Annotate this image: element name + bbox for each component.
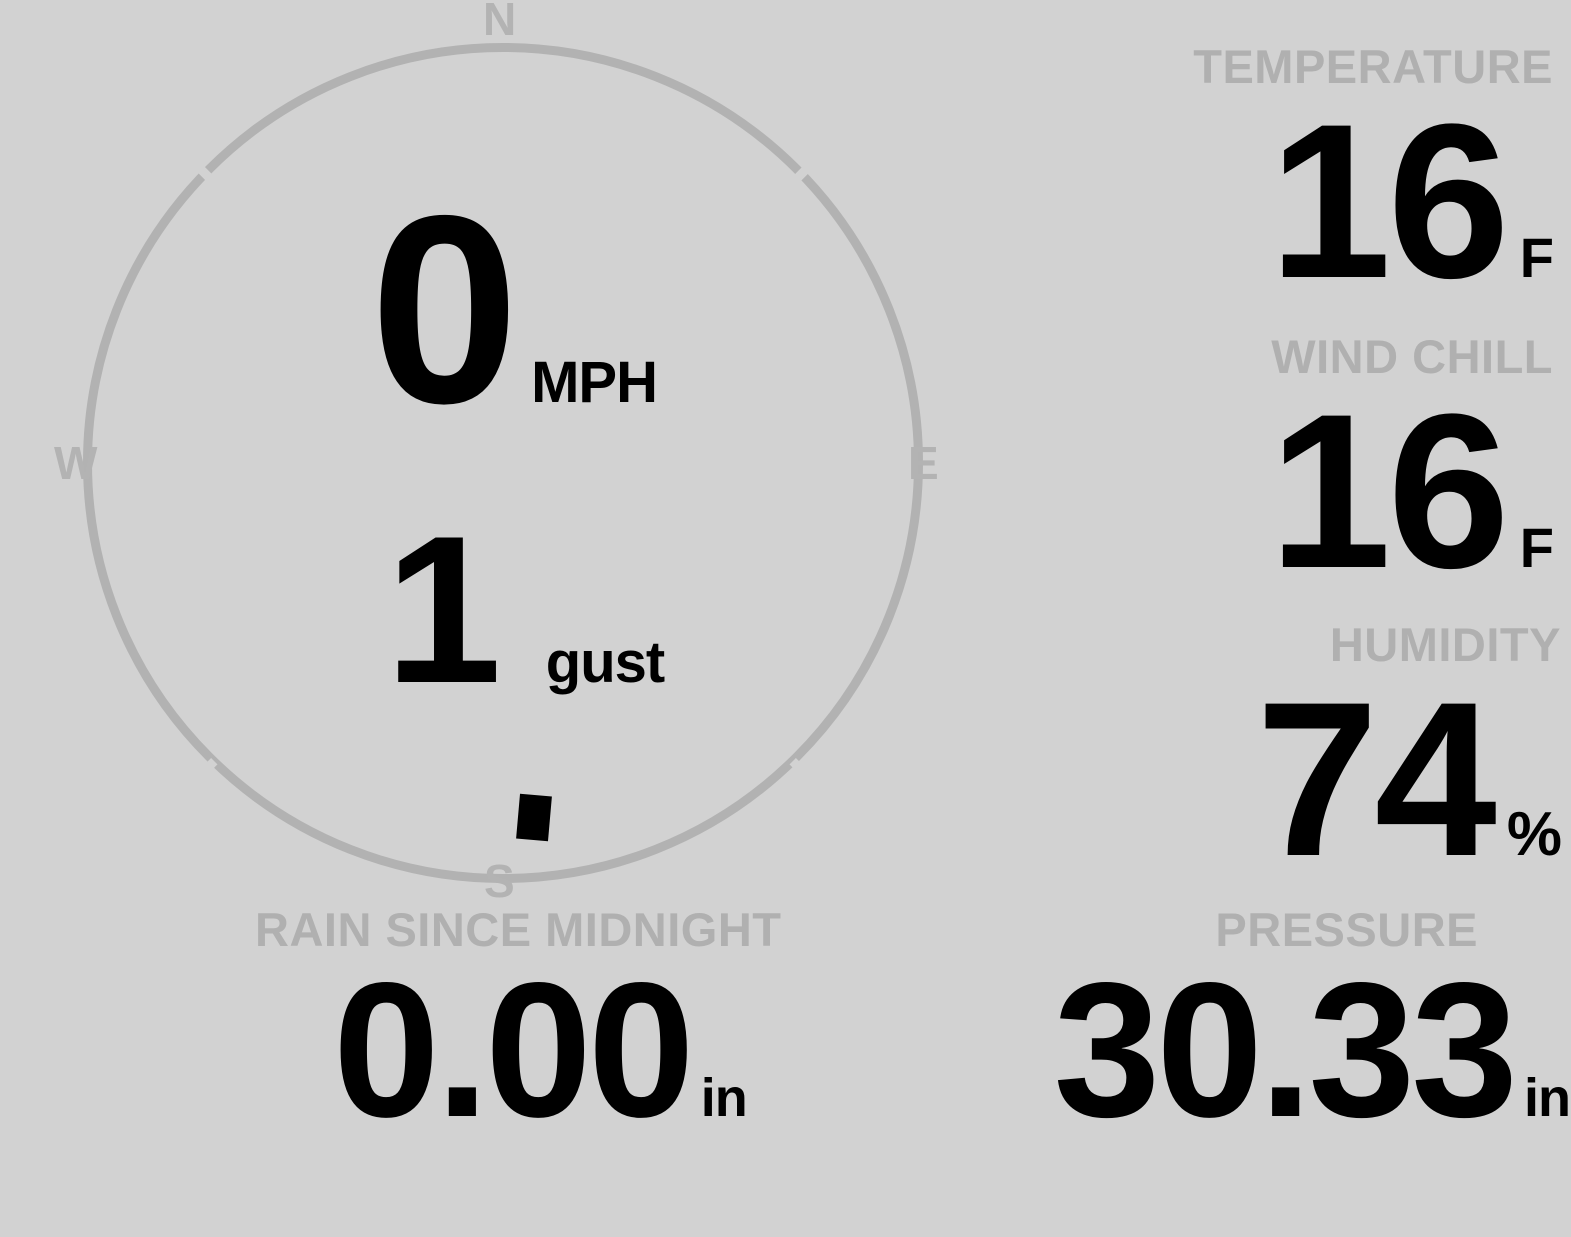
compass-label-west: W: [54, 437, 98, 489]
temperature-value: 16: [1269, 78, 1510, 324]
pressure-unit: in: [1524, 1068, 1571, 1128]
wind-gust-unit: gust: [545, 630, 665, 695]
temperature-readout: 16 F: [953, 78, 1554, 324]
rain-since-midnight-unit: in: [700, 1068, 748, 1128]
wind-speed-value: 0: [370, 159, 519, 459]
metric-rain-since-midnight: RAIN SINCE MIDNIGHT 0.00 in: [255, 903, 825, 1157]
humidity-readout: 74 %: [961, 656, 1562, 902]
compass-label-south: S: [484, 855, 515, 907]
compass-label-north: N: [483, 0, 517, 45]
compass-ring: [83, 43, 923, 883]
wind-direction-marker-icon: [516, 793, 552, 842]
rain-since-midnight-label: RAIN SINCE MIDNIGHT: [255, 903, 782, 956]
wind-chill-value: 16: [1269, 368, 1510, 614]
pressure-label: PRESSURE: [1215, 903, 1478, 956]
wind-chill-label: WIND CHILL: [1271, 330, 1553, 383]
wind-compass-gauge: N E S W 0 MPH 1 gust: [0, 0, 1010, 910]
compass-tick-northwest: [195, 164, 217, 186]
metric-pressure: PRESSURE 30.33 in: [880, 903, 1571, 1157]
wind-chill-readout: 16 F: [953, 368, 1554, 614]
rain-since-midnight-readout: 0.00 in: [333, 942, 825, 1157]
wind-chill-unit: F: [1519, 516, 1554, 579]
humidity-unit: %: [1506, 800, 1562, 869]
wind-gust-readout: 1 gust: [385, 492, 665, 727]
metric-humidity: HUMIDITY 74 %: [961, 618, 1562, 902]
compass-tick-southwest: [195, 758, 217, 780]
rain-since-midnight-value: 0.00: [333, 942, 695, 1157]
temperature-label: TEMPERATURE: [1193, 40, 1553, 93]
pressure-readout: 30.33 in: [880, 942, 1571, 1157]
wind-speed-unit: MPH: [531, 350, 658, 415]
wind-gust-value: 1: [385, 492, 502, 727]
wind-speed-readout: 0 MPH: [370, 159, 658, 459]
metric-temperature: TEMPERATURE 16 F: [953, 40, 1554, 324]
humidity-value: 74: [1256, 656, 1497, 902]
metric-wind-chill: WIND CHILL 16 F: [953, 330, 1554, 614]
compass-tick-northeast: [789, 164, 811, 186]
compass-label-east: E: [908, 437, 939, 489]
pressure-value: 30.33: [1053, 942, 1518, 1157]
temperature-unit: F: [1519, 226, 1554, 289]
humidity-label: HUMIDITY: [1329, 618, 1561, 671]
compass-tick-southeast: [789, 758, 811, 780]
